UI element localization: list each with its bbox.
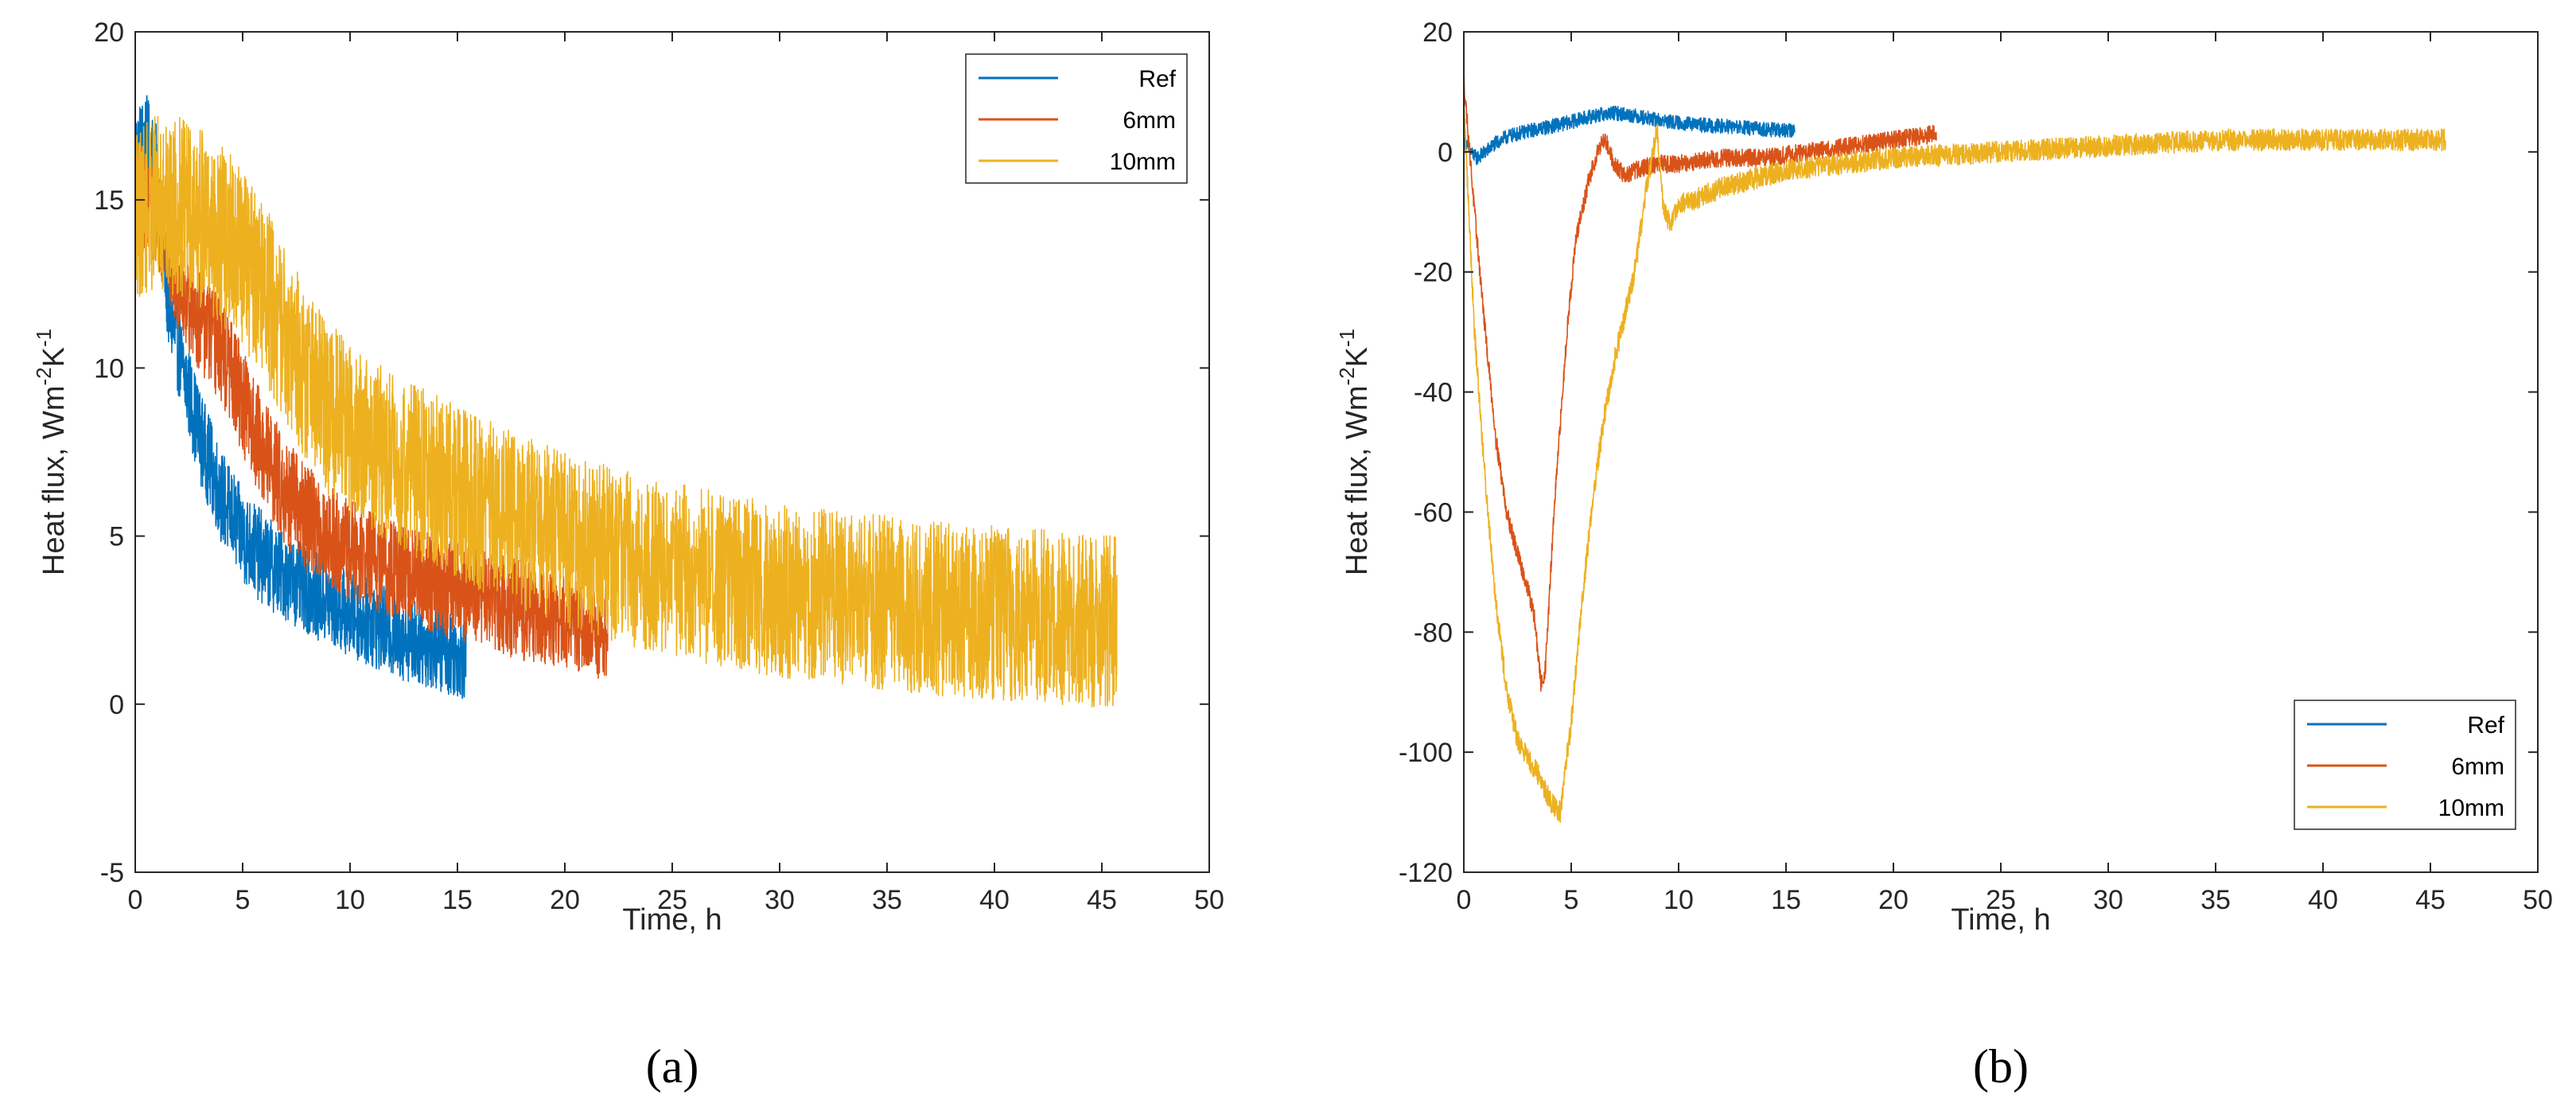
chart-b-series-10mm xyxy=(1463,97,2446,824)
chart-b-x-tick-label: 50 xyxy=(2523,885,2553,915)
chart-b-series-6mm xyxy=(1463,75,1937,692)
chart-b-x-tick-label: 20 xyxy=(1878,885,1909,915)
chart-a-x-tick-label: 0 xyxy=(128,885,143,915)
chart-a-y-tick-label: 5 xyxy=(109,522,124,552)
chart-b-legend-label-ref: Ref xyxy=(2467,712,2504,739)
chart-b-panel-label: (b) xyxy=(1973,1040,2029,1093)
chart-b: 0 5 10 15 20 25 30 35 40 45 50 -120 -100 -80 -60 -40 -2… xyxy=(1335,18,2553,1093)
chart-a-x-tick-label: 10 xyxy=(335,885,365,915)
chart-a-x-axis: 0 5 10 15 20 25 30 35 40 45 50 xyxy=(128,32,1224,915)
chart-b-legend-label-10mm: 10mm xyxy=(2438,795,2504,821)
chart-a-x-tick-label: 35 xyxy=(872,885,902,915)
chart-a-x-tick-label: 15 xyxy=(442,885,473,915)
chart-b-series-ref xyxy=(1463,105,1796,166)
chart-b-y-tick-label: -40 xyxy=(1414,378,1453,408)
chart-a-y-tick-label: 10 xyxy=(94,353,124,384)
chart-b-legend-label-6mm: 6mm xyxy=(2451,754,2504,780)
chart-a-x-tick-label: 40 xyxy=(979,885,1010,915)
chart-a-y-tick-label: -5 xyxy=(100,858,124,888)
chart-b-x-axis: 0 5 10 15 20 25 30 35 40 45 50 xyxy=(1457,32,2553,915)
chart-a-x-tick-label: 30 xyxy=(765,885,795,915)
chart-b-y-tick-label: -80 xyxy=(1414,618,1453,648)
chart-a-series-layer xyxy=(134,95,1118,707)
chart-b-y-tick-label: -60 xyxy=(1414,497,1453,528)
chart-b-y-tick-label: -20 xyxy=(1414,258,1453,288)
chart-a-y-tick-label: 0 xyxy=(109,690,124,720)
chart-a-legend-label-ref: Ref xyxy=(1138,66,1176,92)
chart-b-x-tick-label: 35 xyxy=(2200,885,2231,915)
chart-a-legend-label-6mm: 6mm xyxy=(1123,107,1176,134)
chart-b-y-tick-label: 0 xyxy=(1438,138,1453,168)
chart-b-x-tick-label: 40 xyxy=(2308,885,2338,915)
chart-a-x-tick-label: 50 xyxy=(1194,885,1224,915)
chart-a-series-10mm xyxy=(134,115,1118,707)
chart-a-x-axis-label: Time, h xyxy=(622,903,722,937)
chart-b-series-layer xyxy=(1463,75,2446,824)
chart-a-panel-label: (a) xyxy=(646,1040,699,1093)
chart-b-x-tick-label: 10 xyxy=(1664,885,1694,915)
chart-a-y-tick-label: 15 xyxy=(94,185,124,216)
chart-b-x-axis-label: Time, h xyxy=(1951,903,2050,937)
chart-b-x-tick-label: 0 xyxy=(1457,885,1472,915)
chart-b-x-tick-label: 30 xyxy=(2093,885,2123,915)
chart-a-x-tick-label: 45 xyxy=(1087,885,1117,915)
chart-b-y-axis-label: Heat flux, Wm-2K-1 xyxy=(1335,329,1374,575)
chart-a-y-axis-label: Heat flux, Wm-2K-1 xyxy=(32,329,71,575)
chart-a-legend-label-10mm: 10mm xyxy=(1110,149,1176,175)
chart-b-y-tick-label: -120 xyxy=(1399,858,1453,888)
chart-a-x-tick-label: 5 xyxy=(235,885,251,915)
chart-b-y-tick-label: -100 xyxy=(1399,738,1453,768)
chart-b-y-tick-label: 20 xyxy=(1422,18,1453,48)
chart-b-x-tick-label: 25 xyxy=(1986,885,2016,915)
chart-b-x-tick-label: 45 xyxy=(2415,885,2446,915)
chart-a-y-axis: -5 0 5 10 15 20 xyxy=(94,18,1209,888)
chart-b-x-tick-label: 15 xyxy=(1771,885,1801,915)
chart-a-legend: Ref 6mm 10mm xyxy=(965,53,1188,184)
chart-b-legend: Ref 6mm 10mm xyxy=(2294,700,2516,830)
chart-a-y-tick-label: 20 xyxy=(94,18,124,48)
chart-a-x-tick-label: 25 xyxy=(657,885,687,915)
chart-a-x-tick-label: 20 xyxy=(550,885,580,915)
chart-b-x-tick-label: 5 xyxy=(1564,885,1579,915)
chart-b-y-axis: -120 -100 -80 -60 -40 -20 0 20 xyxy=(1399,18,2538,888)
